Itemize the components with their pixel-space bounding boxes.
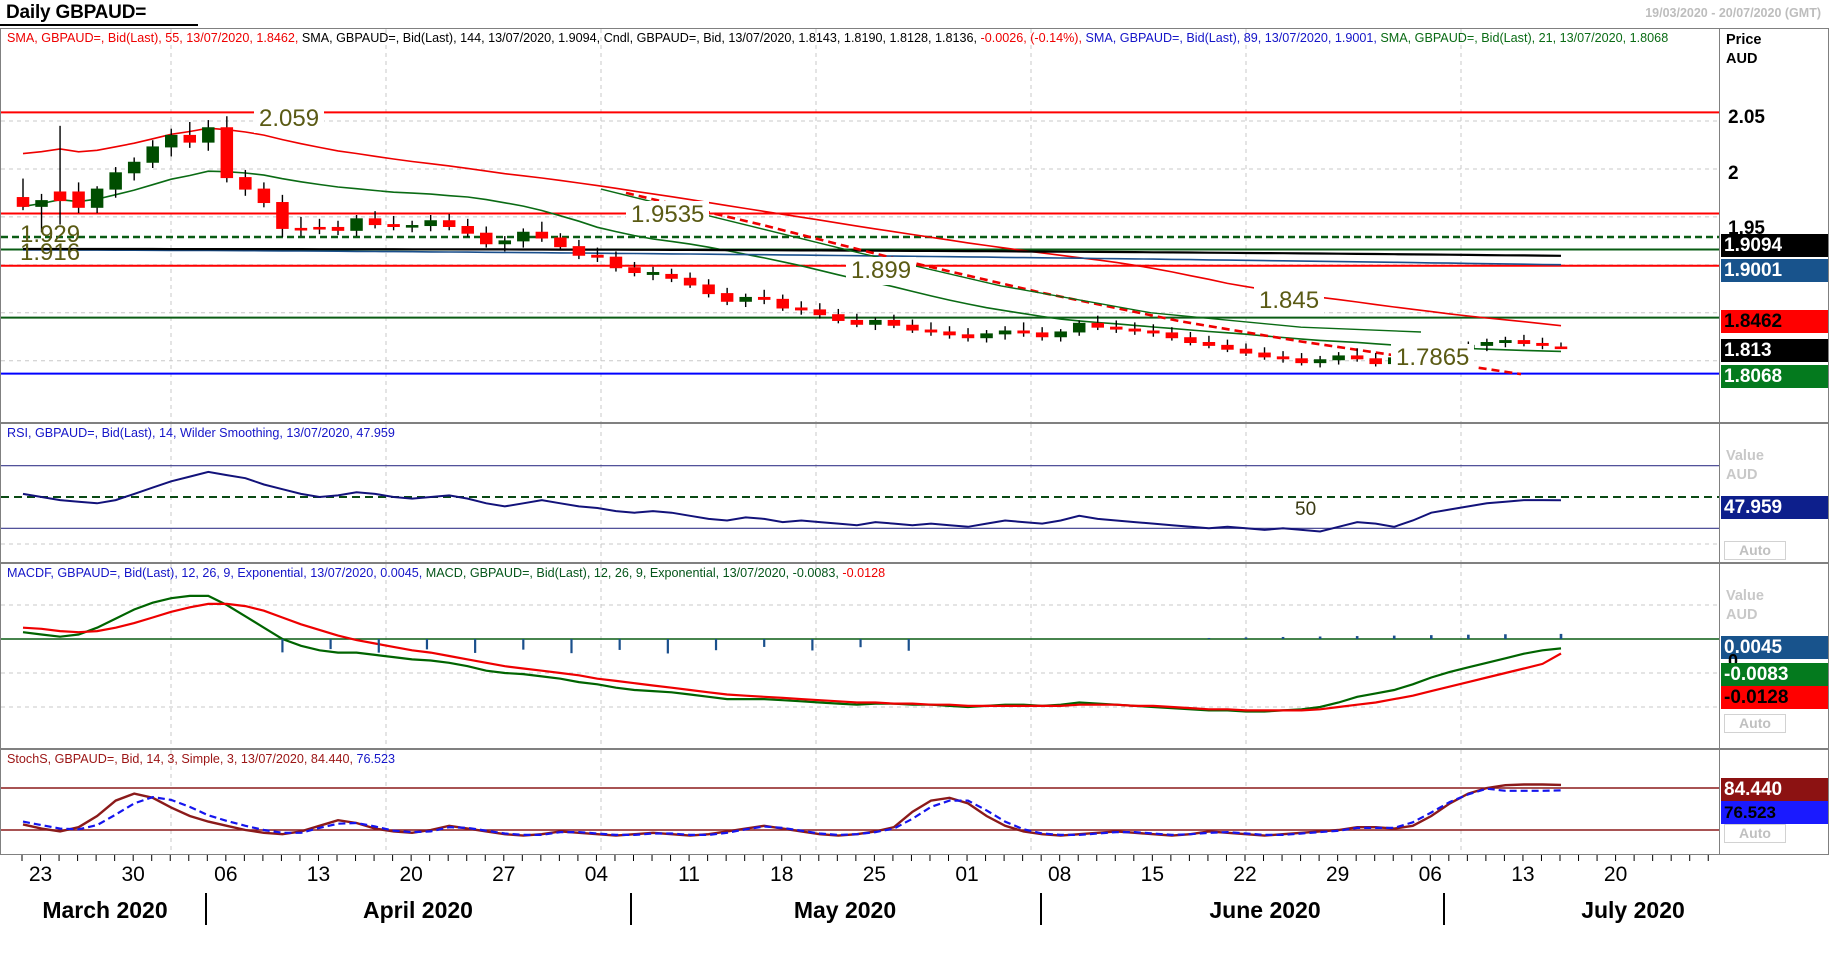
stochastic-panel[interactable]: StochS, GBPAUD=, Bid, 14, 3, Simple, 3, …	[0, 749, 1829, 855]
annotation-1-7865: 1.7865	[1391, 344, 1475, 372]
x-tick-label: 30	[121, 863, 145, 886]
x-tick-label: 29	[1325, 863, 1350, 886]
x-month-label: July 2020	[1581, 897, 1685, 923]
x-tick-label: 06	[1418, 863, 1442, 886]
x-month-separator	[205, 893, 207, 925]
price-axis-title: Price	[1726, 32, 1762, 48]
x-tick-label: 18	[770, 863, 794, 886]
stoch-tag-d: 76.523	[1721, 801, 1828, 824]
macd-auto-button[interactable]: Auto	[1724, 714, 1786, 733]
stoch-auto-button[interactable]: Auto	[1724, 824, 1786, 843]
macd-panel[interactable]: MACDF, GBPAUD=, Bid(Last), 12, 26, 9, Ex…	[0, 563, 1829, 749]
rsi-axis-currency: AUD	[1726, 467, 1758, 483]
rsi-plot-area[interactable]	[1, 424, 1828, 562]
annotation-1-916: 1.916	[20, 239, 81, 266]
x-tick-label: 23	[28, 863, 53, 886]
x-tick-label: 01	[955, 863, 979, 886]
stoch-tag-k: 84.440	[1721, 778, 1828, 801]
price-plot-area[interactable]	[1, 29, 1828, 422]
stochastic-plot-area[interactable]	[1, 750, 1828, 854]
x-tick-label: 08	[1047, 863, 1072, 886]
macd-tick-zero: 0	[1728, 651, 1739, 671]
price-axis[interactable]: Price AUD 2.05 2 1.95 1.9094 1.9001 1.84…	[1719, 29, 1828, 422]
annotation-1-929: 1.929	[20, 221, 81, 248]
rsi-midline-label: 50	[1291, 499, 1321, 521]
x-month-label: June 2020	[1209, 897, 1321, 923]
annotation-2-059: 2.059	[254, 105, 325, 133]
x-month-separator	[1443, 893, 1445, 925]
macd-axis[interactable]: Value AUD 0.0045 0 -0.0083 -0.0128 Auto	[1719, 564, 1828, 748]
annotation-1-899: 1.899	[846, 257, 917, 285]
x-tick-label: 04	[584, 863, 609, 886]
x-tick-label: 20	[399, 863, 423, 886]
x-tick-label: 20	[1603, 863, 1628, 886]
x-tick-label: 15	[1140, 863, 1165, 886]
macd-tag-macdf: 0.0045	[1721, 636, 1828, 659]
x-month-label: March 2020	[42, 897, 168, 923]
x-tick-label: 06	[214, 863, 238, 886]
price-chart-panel[interactable]: SMA, GBPAUD=, Bid(Last), 55, 13/07/2020,…	[0, 28, 1829, 423]
stoch-axis[interactable]: 84.440 76.523 Auto	[1719, 750, 1828, 854]
price-tick-2-05: 2.05	[1728, 107, 1765, 128]
x-month-label: April 2020	[363, 897, 473, 923]
x-axis[interactable]: 23 30 06 13 20 27 04 11 18 25 01 08 15 22 29 06 13 20 Marc…	[0, 855, 1718, 954]
macd-tag-signal: -0.0128	[1721, 686, 1828, 709]
rsi-axis[interactable]: Value AUD 47.959 Auto	[1719, 424, 1828, 562]
x-tick-label: 22	[1233, 863, 1257, 886]
price-tag-sma144: 1.9094	[1721, 234, 1828, 257]
rsi-panel[interactable]: RSI, GBPAUD=, Bid(Last), 14, Wilder Smoo…	[0, 423, 1829, 563]
rsi-value-tag: 47.959	[1721, 496, 1828, 519]
price-tag-sma89: 1.9001	[1721, 259, 1828, 282]
page-title: Daily GBPAUD=	[6, 2, 147, 23]
macd-axis-currency: AUD	[1726, 607, 1758, 623]
price-tag-sma55: 1.8462	[1721, 310, 1828, 333]
rsi-axis-title: Value	[1726, 448, 1764, 464]
price-tick-1-95: 1.95	[1728, 218, 1765, 239]
macd-plot-area[interactable]	[1, 564, 1828, 748]
x-month-separator	[630, 893, 632, 925]
date-range-label: 19/03/2020 - 20/07/2020 (GMT)	[1645, 6, 1821, 20]
price-axis-currency: AUD	[1726, 51, 1758, 67]
price-tick-2: 2	[1728, 163, 1739, 184]
x-tick-label: 27	[492, 863, 516, 886]
x-month-label: May 2020	[793, 897, 897, 923]
macd-axis-title: Value	[1726, 588, 1764, 604]
x-tick-label: 13	[1511, 863, 1535, 886]
x-tick-label: 25	[862, 863, 887, 886]
x-tick-label: 11	[678, 863, 700, 886]
x-tick-label: 13	[306, 863, 331, 886]
rsi-auto-button[interactable]: Auto	[1724, 541, 1786, 560]
price-tag-last: 1.813	[1721, 339, 1828, 362]
price-tag-sma21: 1.8068	[1721, 365, 1828, 388]
title-underline	[0, 24, 198, 26]
annotation-1-9535: 1.9535	[626, 201, 710, 229]
annotation-1-845: 1.845	[1254, 287, 1325, 315]
title-bar: Daily GBPAUD= 19/03/2020 - 20/07/2020 (G…	[0, 0, 1829, 26]
macd-tag-macd: -0.0083	[1721, 663, 1828, 686]
x-month-separator	[1040, 893, 1042, 925]
